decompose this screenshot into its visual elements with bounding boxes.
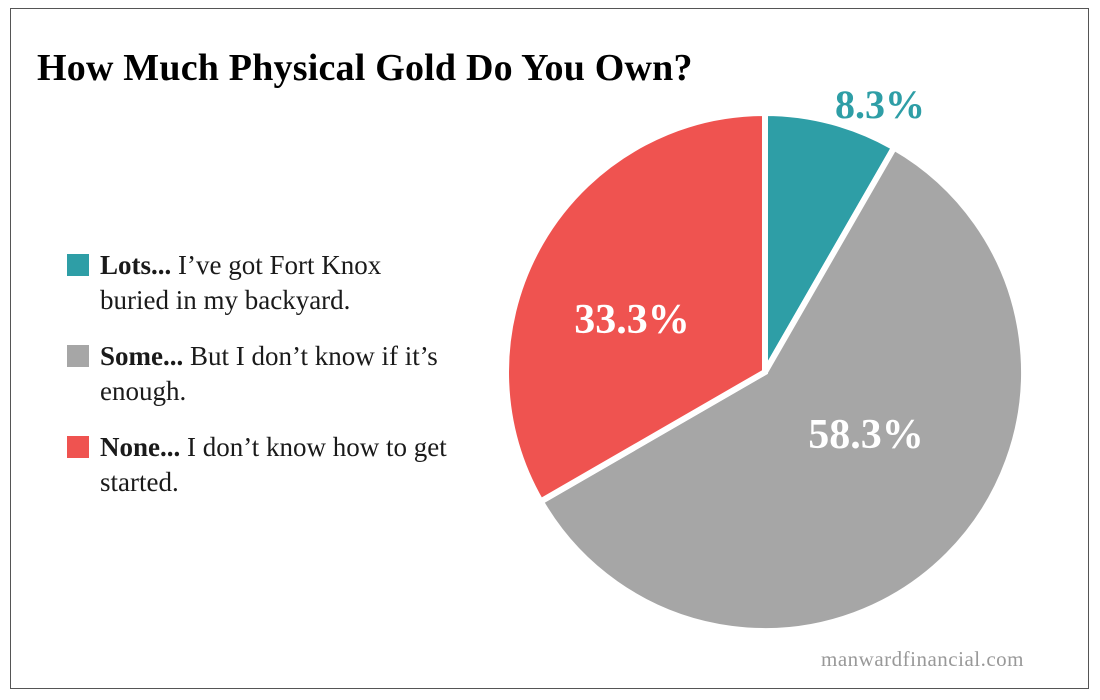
pie-slices [503, 109, 1027, 634]
pie-slice-some [536, 143, 1027, 634]
legend-item-lots: Lots... I’ve got Fort Knox buried in my … [67, 248, 447, 318]
legend-text-some: But I don’t know if it’s enough. [100, 341, 438, 406]
legend-item-some: Some... But I don’t know if it’s enough. [67, 339, 447, 409]
legend: Lots... I’ve got Fort Knox buried in my … [67, 248, 447, 521]
slice-label-none: 33.3% [574, 297, 690, 343]
legend-text-lots: I’ve got Fort Knox buried in my backyard… [100, 250, 382, 315]
source-credit: manwardfinancial.com [821, 647, 1024, 671]
legend-swatch-none [67, 436, 89, 458]
legend-swatch-some [67, 345, 89, 367]
pie-slice-lots [762, 109, 899, 384]
slice-label-some: 58.3% [808, 412, 924, 458]
legend-swatch-lots [67, 254, 89, 276]
slice-label-lots: 8.3% [835, 82, 925, 127]
legend-text-none: I don’t know how to get started. [100, 432, 447, 497]
legend-bold-none: None... [100, 432, 181, 462]
pie-labels: 8.3% 58.3% 33.3% [574, 82, 925, 458]
pie-slice-none [503, 109, 768, 506]
legend-bold-some: Some... [100, 341, 184, 371]
chart-title: How Much Physical Gold Do You Own? [37, 47, 693, 89]
legend-bold-lots: Lots... [100, 250, 172, 280]
legend-item-none: None... I don’t know how to get started. [67, 430, 447, 500]
